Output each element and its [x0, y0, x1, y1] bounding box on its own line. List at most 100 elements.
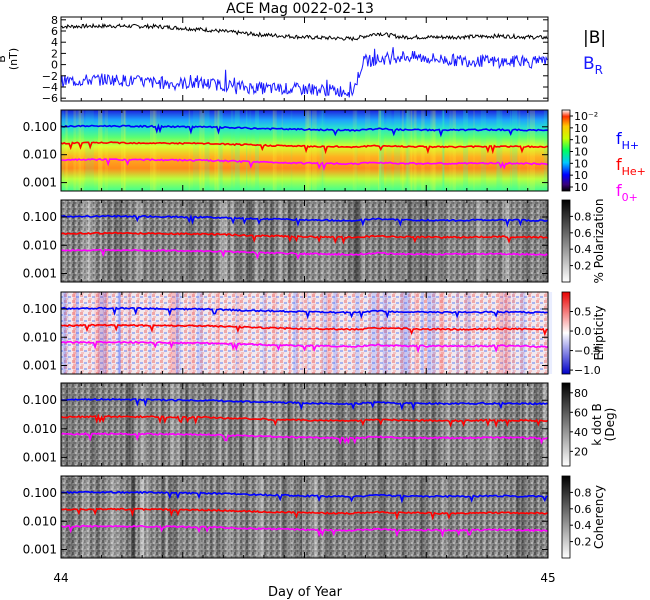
heatmap-streak: [327, 292, 333, 374]
heatmap-streak: [412, 200, 415, 282]
heatmap-streak: [349, 383, 353, 466]
colorbar: [561, 291, 571, 375]
heatmap-streak: [270, 200, 275, 282]
panel-background: [61, 17, 548, 101]
heatmap-streak: [256, 476, 261, 558]
heatmap-streak: [75, 292, 79, 374]
heatmap-streak: [140, 476, 144, 558]
heatmap-streak: [138, 383, 143, 466]
heatmap-streak: [516, 476, 523, 558]
heatmap-streak: [246, 110, 248, 191]
heatmap-streak: [472, 200, 474, 282]
heatmap-streak: [95, 476, 100, 558]
heatmap-streak: [123, 110, 127, 191]
heatmap-streak: [175, 292, 179, 374]
heatmap-streak: [98, 200, 100, 282]
heatmap-streak: [360, 200, 366, 282]
heatmap-streak: [401, 110, 404, 191]
heatmap-streak: [159, 383, 162, 466]
heatmap-streak: [452, 110, 456, 191]
heatmap-streak: [256, 383, 260, 466]
heatmap-streak: [254, 383, 259, 466]
y-tick-label: 0: [51, 59, 58, 72]
heatmap-streak: [170, 383, 175, 466]
heatmap-streak: [377, 383, 380, 466]
heatmap-streak: [437, 200, 444, 282]
figure-title: ACE Mag 0022-02-13: [226, 1, 374, 17]
heatmap-streak: [467, 383, 472, 466]
heatmap-streak: [411, 383, 415, 466]
panel-coherency: 0.100 0.010 0.001 0.8 0.6 0.4 0.2 Coherency: [23, 475, 606, 559]
f-h-plus-line: [60, 123, 549, 138]
heatmap-streak: [207, 383, 212, 466]
heatmap-streak: [526, 383, 529, 466]
heatmap-streak: [104, 110, 109, 191]
heatmap-streak: [98, 292, 105, 374]
heatmap-streak: [73, 292, 76, 374]
heatmap-streak: [459, 476, 463, 558]
heatmap-streak: [210, 476, 213, 558]
colorbar: [561, 382, 571, 467]
heatmap-streak: [380, 476, 385, 558]
heatmap-streak: [94, 292, 100, 374]
legend-entry-b-total: |B|: [583, 28, 606, 48]
heatmap-streak: [79, 110, 84, 191]
legend-subscript: H+: [622, 139, 640, 152]
heatmap-streak: [301, 292, 304, 374]
heatmap-streak: [320, 200, 327, 282]
heatmap-streak: [286, 476, 292, 558]
colorbar-label: Ellipticity: [592, 306, 606, 361]
heatmap-streak: [415, 292, 419, 374]
heatmap-streak: [110, 292, 113, 374]
heatmap-streak: [438, 292, 445, 374]
heatmap-streak: [514, 383, 520, 466]
heatmap-streak: [519, 383, 523, 466]
heatmap-streak: [417, 200, 422, 282]
heatmap-streak: [518, 110, 521, 191]
heatmap-streak: [370, 292, 372, 374]
heatmap-streak: [371, 292, 378, 374]
heatmap-streak: [365, 110, 371, 191]
colorbar-label-line: % Polarization: [592, 199, 606, 284]
heatmap-streak: [422, 383, 427, 466]
heatmap-background: [61, 476, 548, 558]
heatmap-streak: [221, 200, 228, 282]
heatmap-streak: [89, 110, 94, 191]
y-axis-label-line: B: [0, 55, 8, 63]
heatmap-streak: [525, 200, 529, 282]
heatmap-streak: [542, 200, 548, 282]
heatmap-streak: [75, 292, 77, 374]
heatmap-streak: [236, 200, 241, 282]
heatmap-streak: [489, 383, 492, 466]
heatmap-streak: [408, 476, 410, 558]
heatmap-streak: [92, 383, 96, 466]
heatmap-streak: [492, 383, 496, 466]
heatmap-streak: [201, 476, 206, 558]
heatmap-streak: [229, 476, 231, 558]
heatmap-streak: [388, 383, 393, 466]
heatmap-streak: [218, 110, 223, 191]
heatmap-streak: [318, 383, 320, 466]
heatmap-streak: [61, 292, 66, 374]
heatmap-streak: [312, 200, 318, 282]
heatmap-streak: [289, 383, 295, 466]
heatmap-streak: [501, 292, 505, 374]
heatmap-streak: [378, 110, 382, 191]
heatmap-streak: [214, 292, 218, 374]
heatmap-streak: [261, 476, 263, 558]
legend-text: |B|: [583, 28, 606, 48]
colorbar-label-line: k dot B: [590, 403, 604, 445]
heatmap-streak: [170, 292, 176, 374]
heatmap-streak: [84, 476, 90, 558]
f-he-plus-line: [60, 141, 548, 155]
x-tick-label-start: 44: [53, 571, 68, 585]
y-tick-label: 8: [51, 14, 58, 27]
heatmap-streak: [136, 200, 143, 282]
heatmap-streak: [254, 200, 259, 282]
heatmap-streak: [307, 292, 309, 374]
y-axis-label-line: (nT): [7, 48, 20, 70]
heatmap-streak: [216, 476, 221, 558]
colorbar-tick-label: 0.2: [574, 536, 592, 549]
heatmap-streak: [407, 110, 409, 191]
heatmap-streak: [62, 110, 64, 191]
